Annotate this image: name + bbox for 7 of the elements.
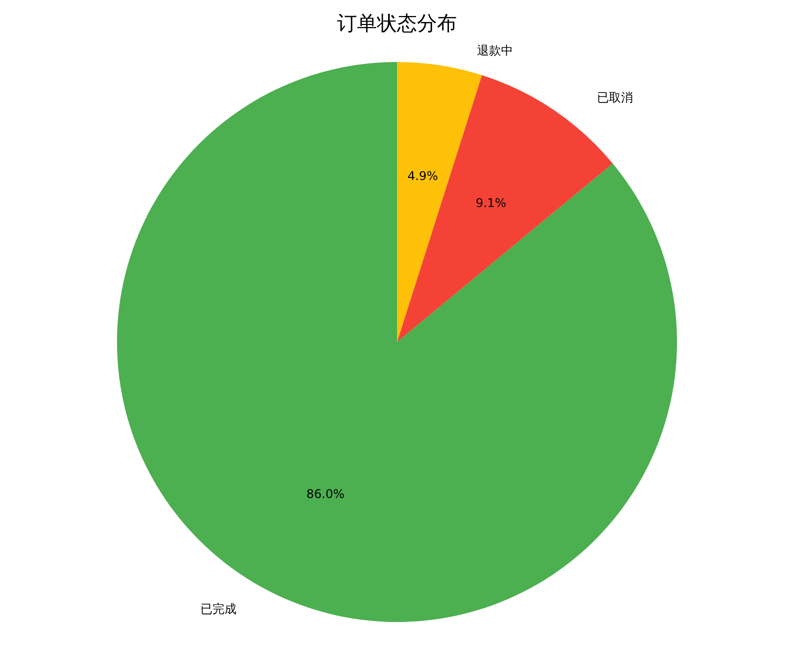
data-label: 9.1% [476,196,506,210]
chart-title: 订单状态分布 [337,11,457,35]
slice-label: 退款中 [477,43,514,58]
slice-label: 已取消 [597,90,634,104]
data-label: 4.9% [408,168,438,183]
data-label: 86.0% [306,487,345,502]
slice-label: 已完成 [200,602,236,616]
